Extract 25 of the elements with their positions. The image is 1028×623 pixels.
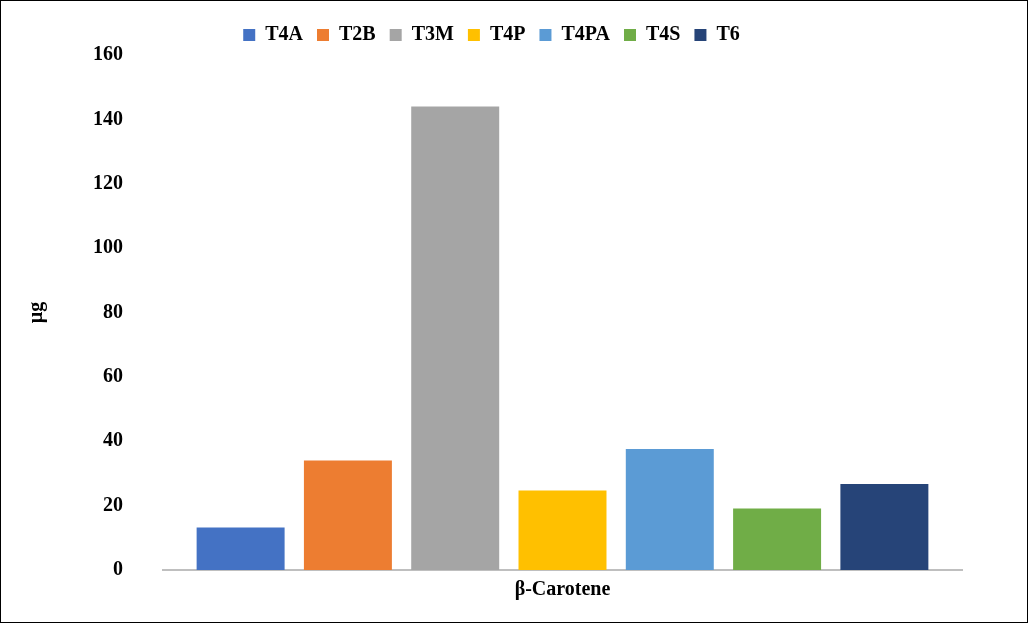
bar bbox=[411, 106, 500, 570]
bar bbox=[303, 460, 392, 570]
legend-label: T3M bbox=[411, 22, 455, 45]
legend-label: T4A bbox=[265, 22, 304, 45]
y-tick-label: 60 bbox=[103, 364, 123, 387]
bar bbox=[625, 448, 714, 570]
y-tick-label: 120 bbox=[93, 170, 123, 193]
legend-label: T6 bbox=[716, 22, 740, 45]
bar bbox=[840, 484, 929, 570]
legend-label: T2B bbox=[339, 22, 376, 45]
bar bbox=[196, 527, 285, 570]
y-tick-label: 140 bbox=[93, 106, 123, 129]
y-tick-label: 20 bbox=[103, 492, 123, 515]
legend-label: T4P bbox=[489, 22, 526, 45]
legend-label: T4S bbox=[645, 22, 681, 45]
y-tick-label: 80 bbox=[103, 299, 123, 322]
y-tick-label: 160 bbox=[93, 42, 123, 65]
bar bbox=[518, 490, 607, 570]
y-tick-label: 0 bbox=[113, 557, 123, 580]
x-tick-label: β-Carotene bbox=[514, 577, 611, 601]
y-tick-label: 100 bbox=[93, 235, 123, 258]
y-tick-label: 40 bbox=[103, 428, 123, 451]
y-axis-title: µg bbox=[24, 301, 48, 324]
legend-label: T4PA bbox=[561, 22, 611, 45]
bar bbox=[733, 508, 822, 570]
